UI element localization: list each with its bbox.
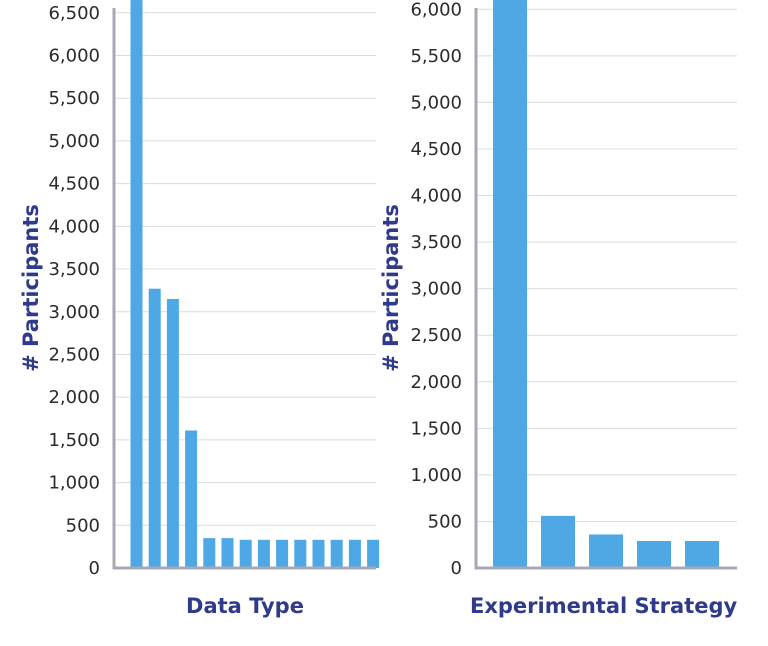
y-tick-label: 2,000 [410, 372, 462, 393]
y-tick-label: 6,000 [48, 46, 100, 67]
y-tick-label: 3,000 [410, 279, 462, 300]
chart-data-type: # Participants Data Type 0 500 1,000 1,500 2… [19, 0, 380, 618]
y-tick-label: 3,500 [410, 232, 462, 253]
y-tick-label: 0 [89, 558, 100, 579]
y-tick-label: 6,000 [410, 0, 462, 20]
y-tick-label: 5,500 [48, 88, 100, 109]
bar [166, 298, 179, 568]
x-axis-label: Experimental Strategy [470, 594, 738, 618]
bar [685, 540, 719, 568]
y-tick-label: 500 [66, 515, 100, 536]
bar [148, 288, 161, 568]
y-tick-label: 4,500 [410, 139, 462, 160]
bar [239, 539, 252, 568]
bar [312, 539, 325, 568]
y-tick-label: 1,000 [410, 465, 462, 486]
y-tick-label: 4,000 [410, 186, 462, 207]
y-tick-label: 5,000 [410, 92, 462, 113]
y-tick-label: 5,000 [48, 131, 100, 152]
bar [330, 539, 343, 568]
y-tick-label: 0 [451, 558, 462, 579]
bar [541, 515, 575, 568]
bar [589, 534, 623, 568]
bar [367, 539, 380, 568]
bar [130, 0, 143, 568]
bar [637, 540, 671, 568]
chart-experimental-strategy: # Participants Experimental Strategy 0 50… [379, 0, 738, 618]
y-tick-label: 4,500 [48, 174, 100, 195]
y-axis-label: # Participants [379, 204, 403, 372]
y-tick-label: 5,500 [410, 46, 462, 67]
y-tick-label: 2,500 [48, 344, 100, 365]
y-tick-label: 500 [428, 511, 462, 532]
y-tick-label: 1,500 [48, 430, 100, 451]
bar [257, 539, 270, 568]
y-axis-label: # Participants [19, 204, 43, 372]
bar [294, 539, 307, 568]
y-tick-label: 1,000 [48, 473, 100, 494]
x-axis-label: Data Type [186, 594, 304, 618]
y-tick-label: 6,500 [48, 3, 100, 24]
y-tick-label: 3,500 [48, 259, 100, 280]
y-tick-label: 1,500 [410, 418, 462, 439]
bar [276, 539, 289, 568]
y-tick-label: 3,000 [48, 302, 100, 323]
bar [203, 538, 216, 568]
bar [221, 538, 234, 568]
y-tick-label: 2,500 [410, 325, 462, 346]
bar [185, 430, 198, 568]
y-tick-label: 2,000 [48, 387, 100, 408]
bar [493, 0, 527, 568]
bar [348, 539, 361, 568]
y-tick-label: 4,000 [48, 216, 100, 237]
